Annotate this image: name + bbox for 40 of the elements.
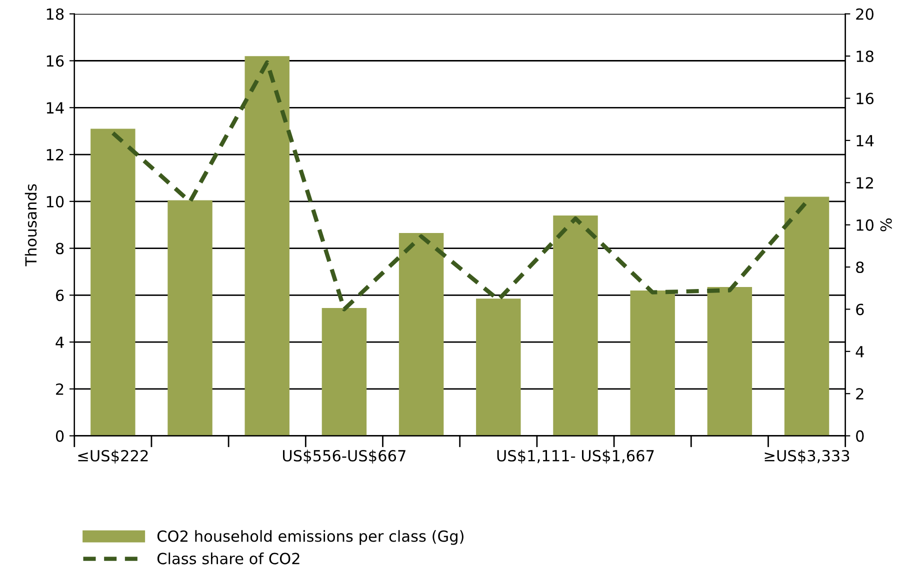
legend-label: CO2 household emissions per class (Gg) <box>157 530 464 545</box>
y2-tick-label: 0 <box>856 430 864 442</box>
x-tick-label: US$1,111- US$1,667 <box>497 450 654 464</box>
y-tick-label: 4 <box>56 336 64 348</box>
y2-tick-label: 18 <box>856 50 874 62</box>
y-tick-label: 2 <box>56 383 64 395</box>
x-tick-label: US$556-US$667 <box>283 450 406 464</box>
bar <box>784 196 830 436</box>
bar <box>630 290 675 436</box>
y-tick-label: 16 <box>46 55 64 67</box>
x-tick-label: ≥US$3,333 <box>764 450 850 464</box>
y-tick-label: 14 <box>46 102 64 114</box>
legend-label: Class share of CO2 <box>157 552 300 564</box>
y2-tick-label: 4 <box>856 346 864 358</box>
bar <box>244 56 290 436</box>
y2-tick-label: 14 <box>856 135 874 146</box>
bar <box>476 298 521 436</box>
x-tick-label: ≤US$222 <box>78 450 148 464</box>
bar <box>553 215 598 436</box>
bar <box>707 286 752 436</box>
bar <box>168 200 212 436</box>
y2-tick-label: 12 <box>856 177 873 188</box>
y-tick-label: 10 <box>46 196 64 208</box>
y2-tick-label: 2 <box>856 388 864 400</box>
y-tick-label: 12 <box>46 148 64 160</box>
y2-tick-label: 8 <box>856 262 864 274</box>
bar <box>322 308 367 436</box>
y-axis-title: Thousands <box>24 184 37 266</box>
y2-axis-title: % <box>880 218 892 232</box>
bar <box>90 128 136 436</box>
bar <box>398 233 444 436</box>
y2-tick-label: 10 <box>856 219 874 231</box>
y-tick-label: 8 <box>56 242 64 254</box>
y2-tick-label: 16 <box>856 92 874 104</box>
y-tick-label: 6 <box>56 290 64 302</box>
y-tick-label: 0 <box>56 430 64 442</box>
line-series <box>110 60 809 312</box>
y2-tick-label: 6 <box>856 304 864 316</box>
y2-tick-label: 20 <box>856 8 874 20</box>
y-tick-label: 18 <box>46 8 64 20</box>
